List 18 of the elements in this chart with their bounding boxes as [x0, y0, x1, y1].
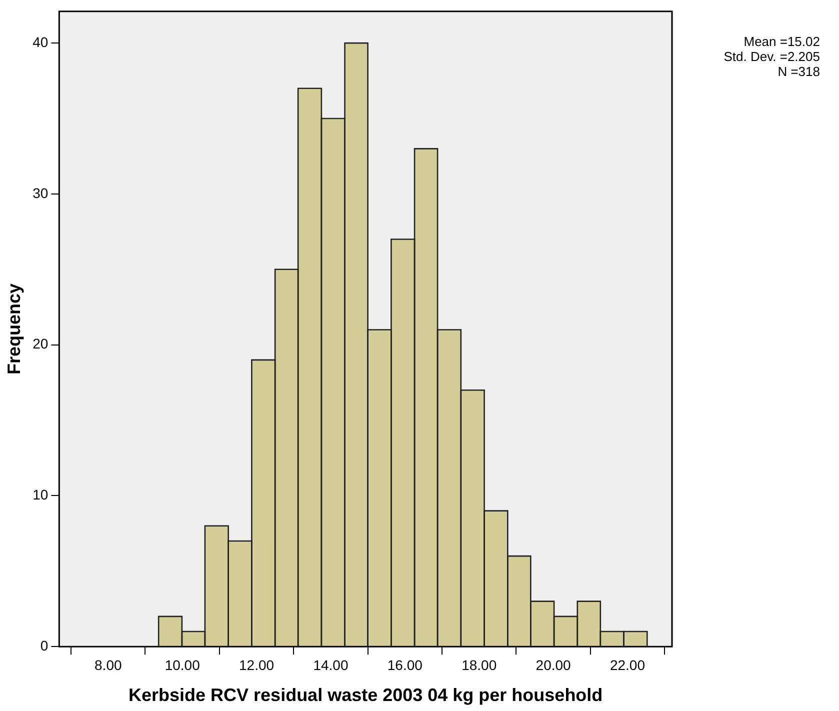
x-tick-label: 12.00 [239, 656, 274, 673]
text: Mean =15.02 [742, 34, 820, 49]
x-tick-label: 20.00 [536, 656, 572, 673]
x-tick-label: 18.00 [462, 656, 497, 673]
x-axis-title: Kerbside RCV residual waste 2003 04 kg per household [128, 685, 603, 706]
x-tick-label: 10.00 [164, 656, 200, 673]
x-tick-label: 8.00 [94, 656, 122, 673]
y-tick-label: 20 [32, 336, 48, 352]
x-tick-label: 14.00 [313, 656, 348, 673]
y-tick-label: 40 [32, 34, 48, 50]
y-tick-label: 10 [32, 486, 48, 503]
text: N =318 [776, 64, 820, 79]
x-tick-label: 22.00 [610, 656, 646, 673]
y-tick-label: 0 [40, 637, 48, 654]
y-axis-title: Frequency [4, 283, 24, 375]
text: Std. Dev. =2.205 [722, 49, 820, 64]
x-tick-label: 16.00 [387, 656, 423, 673]
y-tick-label: 30 [32, 184, 48, 201]
